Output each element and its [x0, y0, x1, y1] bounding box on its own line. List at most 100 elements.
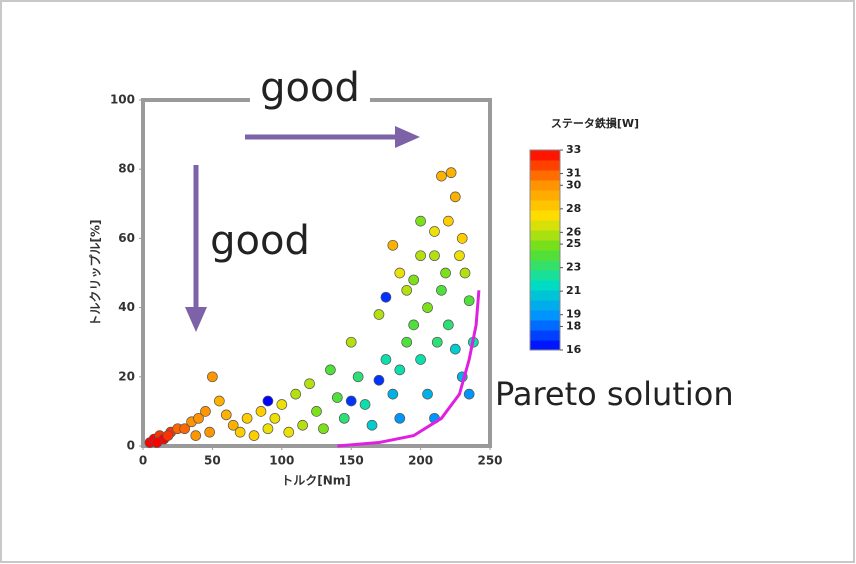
point: [204, 426, 215, 438]
point: [429, 250, 440, 262]
colorbar-segment: [530, 160, 560, 171]
point: [373, 374, 385, 386]
point: [449, 343, 461, 355]
annotation: Pareto solution: [495, 375, 734, 413]
point: [179, 423, 190, 435]
point: [262, 395, 274, 407]
colorbar-segment: [530, 320, 560, 331]
point: [415, 354, 426, 365]
point: [429, 226, 440, 237]
point: [445, 167, 457, 179]
colorbar-segment: [530, 190, 560, 201]
y-axis-label: トルクリップル[%]: [88, 220, 103, 327]
point: [269, 412, 281, 424]
point: [394, 412, 406, 424]
point: [241, 412, 253, 424]
x-axis-label: トルク[Nm]: [281, 474, 351, 488]
point: [394, 267, 406, 279]
point: [436, 170, 447, 182]
point: [213, 395, 225, 407]
point: [443, 319, 454, 331]
point: [290, 388, 302, 400]
pareto-front: [337, 290, 481, 448]
point: [283, 426, 295, 438]
point: [387, 239, 399, 251]
y-tick-label: 20: [118, 369, 135, 383]
point: [380, 354, 392, 365]
point: [408, 274, 420, 286]
point: [463, 388, 475, 400]
point: [454, 250, 465, 262]
colorbar-tick-label: 26: [566, 225, 582, 238]
point: [436, 284, 447, 296]
arrow-head: [395, 126, 420, 148]
colorbar-segment: [530, 230, 560, 241]
point: [338, 412, 350, 424]
x-tick-label: 250: [477, 454, 502, 468]
x-tick-label: 100: [269, 454, 294, 468]
y-tick-label: 80: [118, 162, 135, 176]
arrow-head: [185, 307, 207, 332]
point: [162, 430, 174, 441]
point: [440, 267, 451, 279]
point: [200, 406, 211, 417]
point: [380, 291, 392, 303]
point: [422, 388, 433, 400]
point: [463, 295, 475, 307]
point: [248, 430, 260, 441]
colorbar-segment: [530, 240, 560, 251]
point: [401, 284, 413, 296]
point: [220, 409, 232, 421]
point: [255, 406, 267, 417]
label-backdrop: [250, 86, 370, 112]
colorbar-segment: [530, 220, 560, 231]
y-tick-label: 40: [118, 300, 135, 314]
point: [387, 388, 399, 400]
point: [394, 364, 406, 376]
colorbar-segment: [530, 210, 560, 221]
colorbar-segment: [530, 340, 560, 351]
point: [325, 364, 336, 376]
colorbar-tick-label: 30: [566, 178, 582, 191]
point: [193, 412, 204, 424]
colorbar-tick-label: 19: [566, 308, 581, 321]
y-tick-label: 100: [110, 93, 135, 107]
point: [415, 215, 426, 227]
point: [449, 191, 461, 203]
x-tick-label: 50: [204, 454, 221, 468]
y-tick-label: 60: [118, 231, 135, 245]
y-tick-label: 0: [127, 439, 135, 453]
colorbar-segment: [530, 150, 560, 161]
point: [311, 406, 322, 417]
point: [207, 371, 218, 383]
colorbar-segment: [530, 250, 560, 261]
colorbar-tick-label: 16: [566, 343, 582, 356]
point: [297, 419, 308, 431]
point: [456, 233, 468, 244]
point: [352, 371, 364, 383]
colorbar-tick-label: 33: [566, 143, 581, 156]
point: [422, 302, 433, 313]
point: [373, 309, 385, 320]
point: [227, 419, 239, 431]
colorbar-segment: [530, 170, 560, 181]
colorbar-segment: [530, 260, 560, 271]
annotation: good: [210, 218, 310, 264]
colorbar-tick-label: 31: [566, 167, 581, 180]
point: [345, 336, 357, 348]
colorbar-segment: [530, 290, 560, 301]
colorbar-tick-label: 28: [566, 202, 581, 215]
x-tick-label: 200: [408, 454, 433, 468]
colorbar-title: ステータ鉄損[W]: [551, 116, 639, 130]
point: [408, 319, 420, 331]
colorbar-frame: [529, 149, 561, 351]
colorbar-tick-label: 23: [566, 261, 581, 274]
colorbar-segment: [530, 330, 560, 341]
point: [459, 267, 471, 279]
point: [415, 250, 426, 262]
point: [366, 419, 378, 431]
colorbar-segment: [530, 300, 560, 311]
